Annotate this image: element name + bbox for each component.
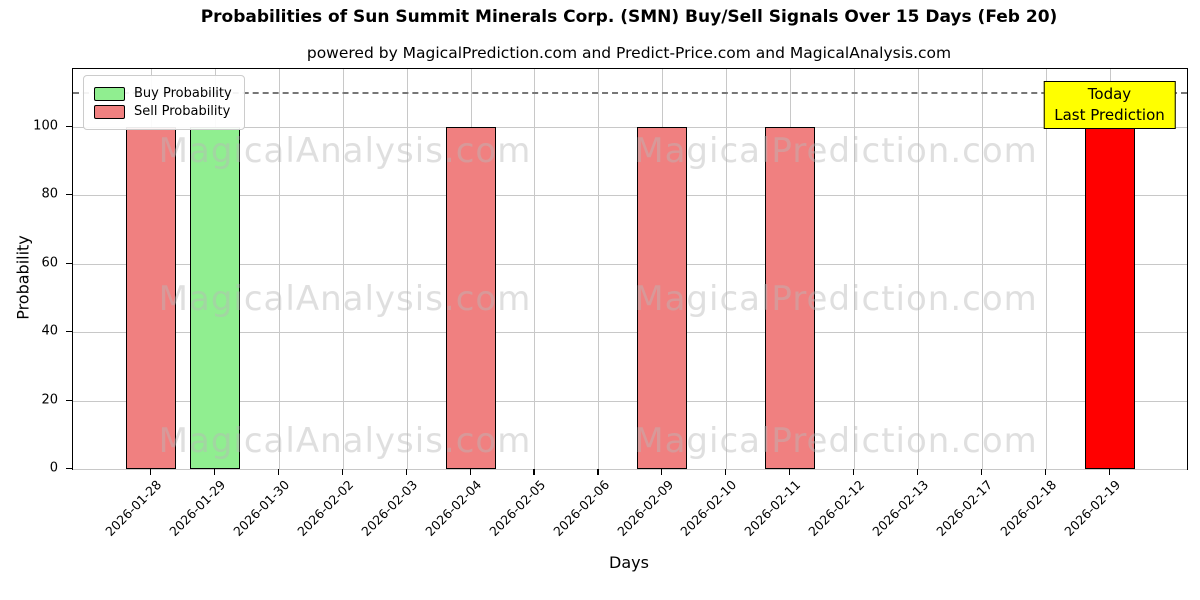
- sell-probability-swatch: [94, 104, 125, 119]
- today-annotation-line1: Today: [1087, 85, 1132, 103]
- watermark-right-row1: MagicalPrediction.com: [634, 131, 1038, 171]
- x-tick-2026-02-13: [916, 469, 919, 475]
- x-tick-label-2026-02-17: 2026-02-17: [933, 477, 996, 539]
- v-gridline-2026-02-05: [534, 69, 536, 469]
- x-tick-2026-02-19: [1108, 469, 1110, 475]
- x-tick-label-2026-02-03: 2026-02-03: [358, 477, 421, 539]
- x-tick-label-2026-01-29: 2026-01-29: [166, 477, 229, 539]
- x-tick-label-2026-02-05: 2026-02-05: [486, 477, 548, 539]
- y-tick-60: [66, 262, 72, 264]
- h-gridline-60: [73, 263, 1187, 265]
- watermark-right-row3: MagicalPrediction.com: [634, 421, 1038, 461]
- h-gridline-100: [73, 126, 1187, 128]
- y-axis-label: Probability: [13, 235, 33, 320]
- buy-probability-label: Buy Probability: [134, 86, 232, 101]
- v-gridline-2026-02-06: [598, 69, 600, 469]
- v-gridline-2026-02-17: [981, 69, 983, 469]
- y-tick-label-100: 100: [33, 118, 58, 134]
- v-gridline-2026-01-30: [278, 69, 280, 469]
- x-tick-2026-02-02: [341, 469, 343, 475]
- h-gridline-20: [73, 400, 1187, 402]
- x-tick-2026-01-29: [213, 469, 216, 475]
- y-tick-40: [66, 331, 72, 333]
- chart-subtitle: powered by MagicalPrediction.com and Pre…: [306, 44, 952, 62]
- bar-2026-02-04: [445, 126, 496, 469]
- bar-2026-02-11: [765, 126, 815, 469]
- chart-title: Probabilities of Sun Summit Minerals Cor…: [200, 7, 1058, 27]
- x-tick-label-2026-02-02: 2026-02-02: [294, 477, 357, 539]
- x-tick-label-2026-02-12: 2026-02-12: [805, 477, 868, 539]
- watermark-left-row1: MagicalAnalysis.com: [158, 131, 532, 171]
- x-tick-2026-02-06: [597, 469, 599, 475]
- x-tick-label-2026-02-19: 2026-02-19: [1061, 477, 1124, 539]
- x-tick-2026-02-11: [789, 469, 791, 475]
- y-tick-0: [66, 468, 72, 470]
- bar-2026-02-09: [637, 126, 688, 469]
- threshold-dashed-line: [73, 92, 1187, 95]
- x-tick-2026-01-28: [150, 469, 152, 475]
- plot-area: MagicalAnalysis.com MagicalPrediction.com…: [72, 68, 1188, 470]
- legend: Buy Probability Sell Probability: [83, 75, 245, 130]
- v-gridline-2026-02-02: [342, 69, 344, 469]
- buy-probability-swatch: [94, 86, 125, 101]
- bar-2026-01-29: [189, 126, 240, 469]
- y-tick-label-60: 60: [41, 255, 58, 271]
- y-tick-80: [66, 194, 72, 196]
- x-tick-label-2026-02-06: 2026-02-06: [549, 477, 612, 539]
- y-tick-label-80: 80: [41, 186, 58, 202]
- x-tick-label-2026-01-30: 2026-01-30: [230, 477, 293, 539]
- y-tick-label-40: 40: [41, 323, 58, 339]
- x-tick-label-2026-02-18: 2026-02-18: [997, 477, 1060, 539]
- watermark-left-row3: MagicalAnalysis.com: [158, 421, 532, 461]
- watermark-right-row2: MagicalPrediction.com: [634, 279, 1038, 319]
- x-tick-2026-02-18: [1044, 469, 1046, 475]
- x-tick-label-2026-02-10: 2026-02-10: [677, 477, 740, 539]
- bar-2026-02-19: [1084, 126, 1135, 469]
- v-gridline-2026-02-13: [917, 69, 919, 469]
- x-tick-2026-02-17: [980, 469, 982, 475]
- x-tick-2026-02-09: [661, 469, 663, 475]
- x-tick-label-2026-02-09: 2026-02-09: [613, 477, 676, 539]
- x-tick-2026-02-04: [469, 469, 471, 475]
- watermark-left-row2: MagicalAnalysis.com: [158, 279, 532, 319]
- legend-item-buy: Buy Probability: [94, 86, 232, 101]
- v-gridline-2026-02-18: [1045, 69, 1047, 469]
- x-tick-2026-01-30: [277, 469, 280, 475]
- x-tick-2026-02-05: [533, 469, 535, 475]
- sell-probability-label: Sell Probability: [134, 104, 231, 119]
- today-annotation-line2: Last Prediction: [1054, 106, 1165, 124]
- y-tick-label-20: 20: [41, 392, 58, 407]
- x-axis-label: Days: [609, 553, 649, 572]
- x-tick-2026-02-12: [852, 469, 855, 475]
- x-tick-label-2026-02-11: 2026-02-11: [741, 477, 804, 539]
- x-tick-2026-02-03: [405, 469, 407, 475]
- legend-item-sell: Sell Probability: [94, 104, 232, 119]
- x-tick-label-2026-02-13: 2026-02-13: [869, 477, 932, 539]
- y-tick-label-0: 0: [49, 460, 58, 476]
- y-tick-20: [66, 399, 72, 401]
- x-tick-label-2026-01-28: 2026-01-28: [102, 477, 165, 539]
- bar-2026-01-28: [126, 126, 176, 469]
- h-gridline-40: [73, 332, 1187, 333]
- h-gridline-0: [73, 469, 1187, 470]
- today-annotation: Today Last Prediction: [1043, 81, 1176, 129]
- v-gridline-2026-02-10: [726, 69, 728, 469]
- v-gridline-2026-02-03: [406, 69, 408, 469]
- x-tick-2026-02-10: [725, 469, 727, 475]
- v-gridline-2026-02-12: [853, 69, 855, 469]
- h-gridline-80: [73, 195, 1187, 197]
- y-tick-100: [66, 125, 72, 127]
- x-tick-label-2026-02-04: 2026-02-04: [422, 477, 485, 539]
